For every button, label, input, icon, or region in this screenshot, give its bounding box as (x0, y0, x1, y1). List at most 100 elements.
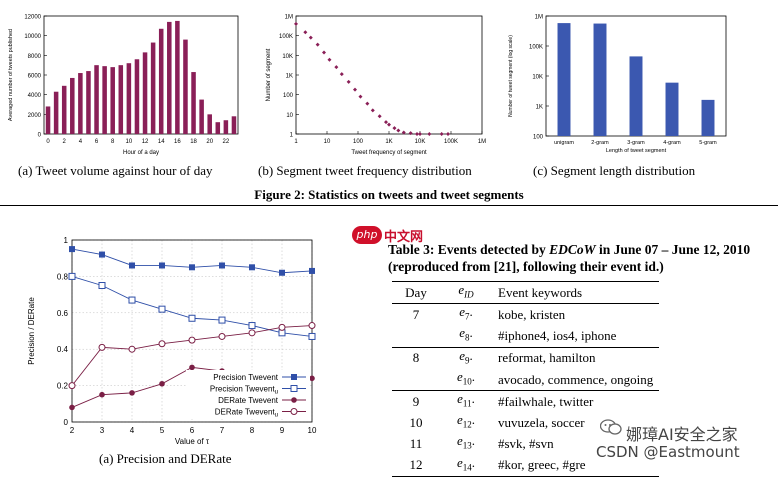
bar (134, 59, 140, 135)
x-tick-label: 2-gram (591, 140, 609, 146)
x-tick-label: 8 (250, 426, 255, 435)
y-tick-label: 100K (529, 45, 543, 51)
y-tick-label: 0.8 (57, 272, 69, 281)
data-point (189, 264, 195, 271)
x-tick-label: 2 (63, 139, 67, 145)
bar (102, 66, 107, 134)
bar (45, 106, 51, 134)
x-tick-label: 100K (444, 139, 458, 145)
bar (94, 65, 99, 134)
y-tick-label: 10 (286, 113, 293, 119)
x-tick-label: 8 (111, 139, 115, 145)
legend-marker (291, 374, 297, 380)
x-tick-label: 4 (130, 426, 135, 435)
legend-label: Precision Tweventu (210, 385, 278, 396)
legend-marker (291, 397, 297, 403)
table-row: 8 e9. reformat, hamilton (392, 346, 660, 369)
watermark-line2: CSDN @Eastmount (596, 443, 740, 461)
bar (86, 71, 91, 134)
scatter-point (294, 21, 298, 26)
scatter-point (408, 131, 413, 136)
x-tick-label: 6 (95, 139, 99, 145)
table-3-title-post: in June 07 – June 12, 2010 (595, 242, 751, 257)
bar (61, 85, 67, 134)
table-row: e10. avocado, commence, ongoing (456, 368, 654, 387)
scatter-point (303, 30, 308, 35)
x-tick-label: 1K (385, 139, 392, 145)
data-point (128, 345, 136, 353)
x-tick-label: 18 (190, 139, 197, 145)
x-tick-label: 10K (415, 139, 426, 145)
bar (199, 99, 204, 134)
y-tick-label: 0 (64, 418, 69, 427)
y-tick-label: 2000 (28, 113, 42, 119)
plot-frame (295, 15, 483, 135)
data-point (309, 375, 315, 382)
y-tick-label: 12000 (24, 15, 41, 21)
caption-3a: (a) Precision and DERate (99, 451, 232, 466)
y-tick-label: 10K (282, 54, 293, 60)
x-tick-label: 22 (223, 139, 230, 145)
table-row: 10 e12. vuvuzela, soccer (409, 412, 585, 430)
x-tick-label: 2 (70, 426, 75, 435)
bar (231, 116, 237, 134)
data-point (188, 336, 196, 344)
data-point (158, 305, 166, 313)
wechat-icon (599, 418, 622, 436)
x-tick-label: 20 (206, 139, 213, 145)
data-point (248, 322, 256, 330)
y-tick-label: 1M (535, 15, 543, 21)
data-point (219, 262, 225, 269)
y-tick-label: 0.6 (57, 309, 69, 318)
scatter-point (401, 130, 406, 135)
scatter-point (334, 65, 339, 70)
y-tick-label: 10K (532, 75, 543, 81)
php-logo-text: php (356, 228, 378, 241)
x-tick-label: 3-gram (627, 140, 645, 146)
data-point (279, 269, 285, 276)
chart-precision-derate: 2 3 4 5 6 7 8 9 10 0 0.2 0.4 0.6 0.8 1 Value of τ Precis… (27, 236, 317, 446)
section-divider (0, 205, 778, 206)
bar (665, 82, 679, 136)
data-point (98, 282, 106, 289)
table-3-title: Table 3: Events detected by EDCoW in Jun… (388, 241, 750, 258)
scatter-point (308, 35, 313, 40)
x-axis-label: Length of tweet segment (606, 148, 667, 154)
plot-frame (71, 239, 313, 423)
data-point (249, 264, 255, 271)
y-tick-label: 10000 (24, 34, 41, 40)
scatter-point (383, 120, 388, 125)
x-tick-label: 5-gram (699, 140, 717, 146)
scatter-point (315, 42, 320, 47)
y-tick-label: 100 (283, 93, 294, 99)
data-point (218, 316, 226, 324)
y-tick-label: 100 (533, 135, 544, 141)
scatter-point (392, 126, 397, 131)
table-3-subtitle: (reproduced from [21], following their e… (388, 259, 664, 274)
legend-marker (290, 408, 298, 415)
x-tick-label: 7 (220, 426, 225, 435)
x-axis-label: Value of τ (175, 437, 210, 446)
watermark-line1: 娜璋AI安全之家 (626, 425, 738, 444)
scatter-point (365, 101, 370, 106)
x-tick-label: 5 (160, 426, 165, 435)
bar (167, 21, 172, 134)
caption-2b: (b) Segment tweet frequency distribution (258, 163, 472, 178)
y-tick-label: 1 (64, 236, 69, 245)
header-keywords: Event keywords (492, 281, 660, 305)
x-axis-label: Hour of a day (123, 150, 159, 156)
y-tick-label: 6000 (28, 74, 42, 80)
bar (223, 120, 229, 134)
x-tick-label: 12 (142, 139, 149, 145)
data-point (98, 343, 106, 351)
scatter-point (396, 128, 401, 133)
bar (53, 91, 59, 134)
bar (557, 23, 571, 136)
y-axis-label: Number of segment (266, 48, 272, 101)
x-tick-label: 1 (294, 139, 298, 145)
scatter-point (387, 122, 391, 127)
x-tick-label: 6 (190, 426, 195, 435)
scatter-point (321, 50, 326, 55)
table-header-row: Day eID Event keywords (392, 281, 660, 305)
x-tick-label: 100 (353, 139, 364, 145)
